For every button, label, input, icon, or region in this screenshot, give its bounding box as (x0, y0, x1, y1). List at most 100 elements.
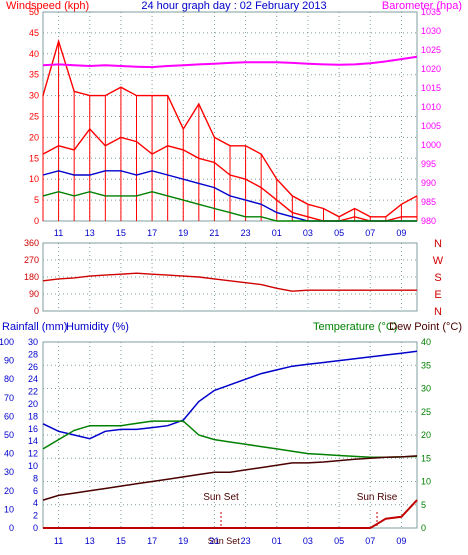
humidity-y-tick: 28 (28, 349, 38, 359)
direction-y-tick: 360 (24, 238, 39, 248)
wind-y-tick: 10 (29, 174, 39, 184)
temperature-grid (43, 342, 417, 528)
rainfall-y-tick: 80 (4, 374, 14, 384)
temperature-y-tick: 5 (421, 500, 426, 510)
temperature-y-tick: 35 (421, 360, 431, 370)
humidity-y-tick: 18 (28, 411, 38, 421)
temperature-x-tick: 07 (365, 536, 375, 546)
barometer-y-tick: 1000 (421, 140, 441, 150)
barometer-y-tick: 1030 (421, 26, 441, 36)
barometer-axis-label: Barometer (hpa) (382, 0, 462, 12)
barometer-y-tick: 1010 (421, 102, 441, 112)
temperature-x-tick: 15 (116, 536, 126, 546)
wind-y-tick: 40 (29, 49, 39, 59)
wind-x-tick: 13 (85, 228, 95, 238)
wind-y-tick: 25 (29, 112, 39, 122)
wind-x-tick: 17 (147, 228, 157, 238)
humidity-y-tick: 0 (33, 523, 38, 533)
humidity-y-tick: 10 (28, 461, 38, 471)
temperature-line (42, 420, 418, 459)
direction-compass-label: N (434, 306, 442, 318)
wind-y-tick: 35 (29, 70, 39, 80)
temperature-ticks: 0510152025303540010203040506070809010002… (0, 337, 431, 546)
temperature-x-tick: 09 (396, 536, 406, 546)
direction-compass-label: W (433, 255, 444, 267)
direction-y-tick: 90 (29, 289, 39, 299)
humidity-y-tick: 4 (33, 498, 38, 508)
wind-x-tick: 01 (272, 228, 282, 238)
barometer-y-tick: 990 (421, 178, 436, 188)
direction-y-tick: 180 (24, 272, 39, 282)
wind-x-tick: 21 (209, 228, 219, 238)
dewpoint-axis-label: Dew Point (°C) (389, 321, 462, 333)
wind-x-tick: 07 (365, 228, 375, 238)
graph-title: 24 hour graph day : 02 February 2013 (141, 0, 326, 12)
temperature-y-tick: 20 (421, 430, 431, 440)
barometer-y-tick: 1025 (421, 45, 441, 55)
barometer-y-tick: 995 (421, 159, 436, 169)
humidity-y-tick: 8 (33, 473, 38, 483)
barometer-y-tick: 985 (421, 197, 436, 207)
wind-y-tick: 50 (29, 7, 39, 17)
wind-y-tick: 30 (29, 91, 39, 101)
rainfall-y-tick: 20 (4, 486, 14, 496)
direction-plot-frame (42, 242, 418, 312)
temperature-y-tick: 40 (421, 337, 431, 347)
humidity-y-tick: 22 (28, 387, 38, 397)
direction-grid (43, 243, 417, 311)
barometer-y-tick: 1020 (421, 64, 441, 74)
direction-series (42, 272, 417, 292)
temperature-x-tick: 21 (209, 536, 219, 546)
wind-x-tick: 19 (178, 228, 188, 238)
temperature-y-tick: 10 (421, 477, 431, 487)
rainfall-y-tick: 0 (9, 523, 14, 533)
rainfall-axis-label: Rainfall (mm) (2, 321, 67, 333)
temperature-x-tick: 13 (85, 536, 95, 546)
barometer-y-tick: 1035 (421, 7, 441, 17)
temperature-x-tick: 17 (147, 536, 157, 546)
wind-y-tick: 20 (29, 132, 39, 142)
wind-ticks: 0510152025303540455098098599099510001005… (29, 7, 441, 238)
wind-direction-line (42, 272, 417, 292)
humidity-y-tick: 24 (28, 374, 38, 384)
temperature-series (42, 350, 418, 529)
temperature-y-tick: 30 (421, 384, 431, 394)
temperature-x-tick: 19 (178, 536, 188, 546)
rainfall-y-tick: 90 (4, 356, 14, 366)
rainfall-line (43, 499, 418, 529)
wind-panel: 0510152025303540455098098599099510001005… (6, 0, 462, 238)
wind-x-tick: 05 (334, 228, 344, 238)
direction-y-tick: 0 (34, 306, 39, 316)
humidity-axis-label: Humidity (%) (66, 321, 129, 333)
humidity-y-tick: 30 (28, 337, 38, 347)
wind-y-tick: 45 (29, 28, 39, 38)
temperature-plot-frame (42, 341, 418, 529)
temperature-axis-label: Temperature (°C) (313, 321, 397, 333)
temperature-x-tick: 11 (54, 536, 63, 546)
sunset-label: Sun Set (203, 492, 239, 503)
rainfall-y-tick: 40 (4, 449, 14, 459)
wind-series (42, 38, 418, 222)
barometer-y-tick: 1015 (421, 83, 441, 93)
barometer-line (42, 55, 418, 69)
humidity-y-tick: 20 (28, 399, 38, 409)
temperature-x-tick: 03 (303, 536, 313, 546)
wind-low-line (42, 190, 417, 222)
temperature-x-tick: 05 (334, 536, 344, 546)
sunrise-label: Sun Rise (357, 492, 398, 503)
sunset-x-tick: Sun Set (208, 536, 241, 546)
humidity-line (42, 350, 418, 440)
rainfall-y-tick: 50 (4, 430, 14, 440)
rainfall-y-tick: 10 (4, 504, 14, 514)
humidity-y-tick: 16 (28, 424, 38, 434)
temperature-x-tick: 01 (272, 536, 282, 546)
dewpoint-line (42, 455, 418, 501)
direction-compass-label: S (434, 272, 441, 284)
temperature-panel: 0510152025303540010203040506070809010002… (0, 321, 462, 546)
humidity-y-tick: 6 (33, 486, 38, 496)
humidity-y-tick: 26 (28, 362, 38, 372)
